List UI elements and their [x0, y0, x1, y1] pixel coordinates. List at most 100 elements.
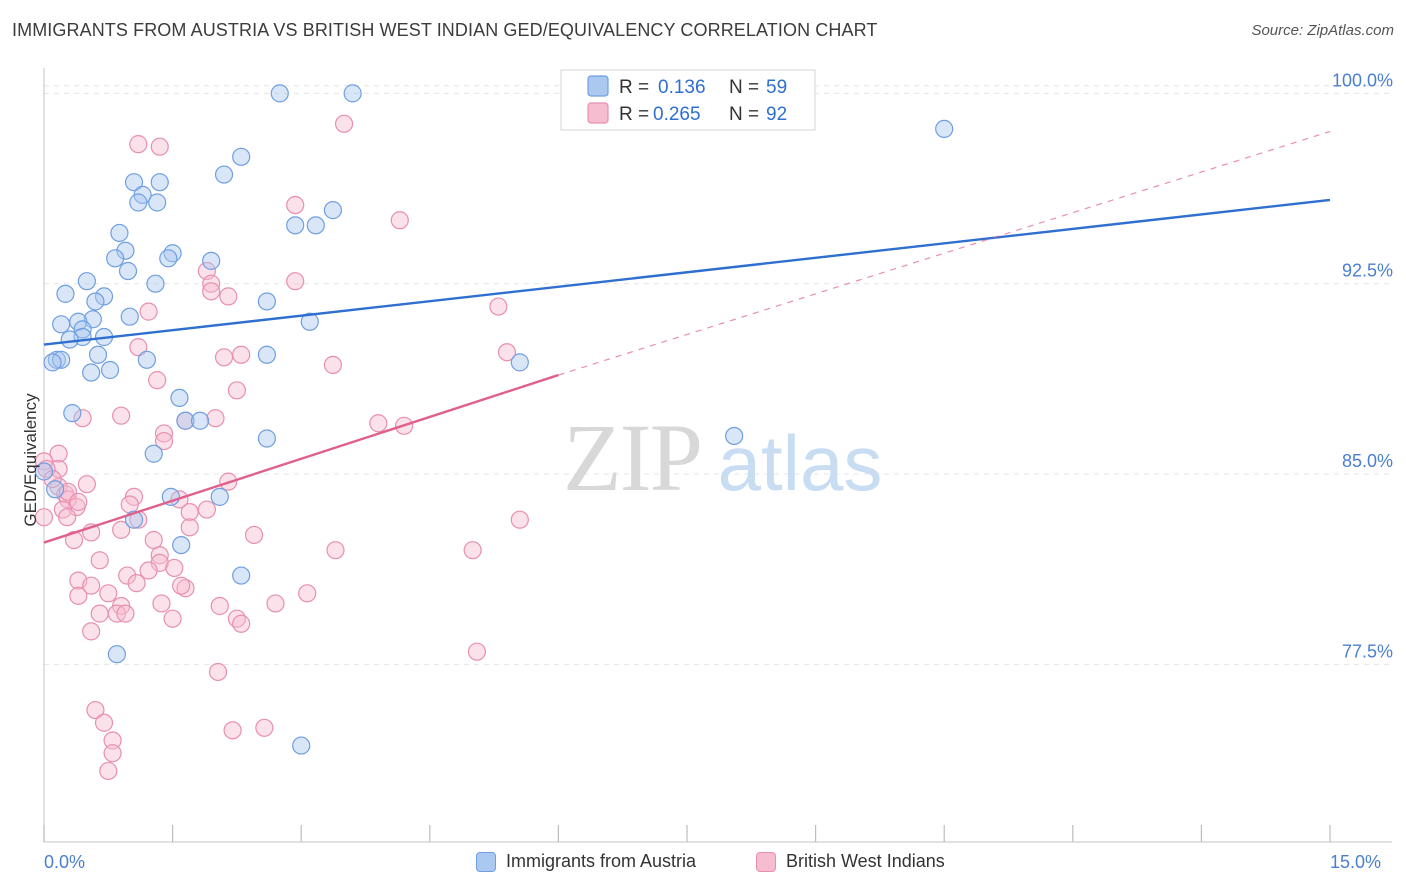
- data-point: [489, 297, 508, 316]
- data-point: [257, 292, 277, 311]
- data-point: [152, 594, 171, 613]
- data-point: [286, 195, 305, 215]
- data-point: [120, 495, 139, 514]
- data-point: [154, 431, 174, 451]
- data-point: [298, 584, 317, 603]
- data-point: [112, 406, 131, 425]
- data-point: [467, 642, 487, 661]
- data-point: [94, 287, 114, 306]
- data-point: [86, 292, 105, 311]
- legend-r-label-blue: R =: [619, 77, 649, 98]
- data-point: [58, 508, 77, 527]
- data-point: [270, 84, 289, 103]
- data-point: [90, 604, 109, 623]
- data-point: [214, 348, 234, 367]
- data-point: [86, 700, 105, 720]
- legend-r-value-blue: 0.136: [658, 77, 706, 98]
- x-tick-label-max: 15.0%: [1330, 852, 1382, 872]
- data-point: [165, 558, 184, 578]
- data-point: [255, 718, 274, 737]
- data-point: [120, 307, 139, 326]
- legend-n-value-blue: 59: [766, 77, 787, 98]
- data-point: [210, 487, 229, 506]
- y-tick-label: 92.5%: [1342, 261, 1393, 281]
- data-point: [69, 586, 88, 605]
- data-point: [139, 302, 158, 321]
- data-point: [286, 216, 305, 235]
- data-point: [180, 518, 199, 537]
- data-point: [210, 596, 229, 616]
- data-point: [148, 371, 167, 390]
- data-point: [82, 576, 101, 595]
- data-point: [214, 165, 234, 184]
- data-point: [56, 284, 75, 303]
- data-point: [300, 312, 319, 331]
- legend-top: R = 0.136 N = 59 R = 0.265 N = 92: [560, 69, 816, 131]
- data-point: [306, 216, 325, 235]
- legend-r-value-pink: 0.265: [653, 104, 701, 125]
- data-point: [37, 459, 56, 479]
- data-point: [129, 135, 148, 154]
- data-point: [223, 721, 242, 740]
- y-tick-label: 85.0%: [1342, 451, 1393, 471]
- data-point: [94, 713, 114, 732]
- data-point: [323, 355, 343, 375]
- data-point: [208, 662, 228, 682]
- watermark: ZIP atlas: [563, 404, 882, 511]
- legend-item-austria[interactable]: Immigrants from Austria: [476, 851, 696, 872]
- data-point: [106, 249, 125, 268]
- data-point: [219, 287, 238, 306]
- data-point: [144, 530, 163, 550]
- data-point: [43, 353, 62, 372]
- data-point: [73, 409, 92, 428]
- data-point: [176, 411, 195, 430]
- data-point: [323, 201, 343, 220]
- trend-line-austria: [43, 198, 1331, 346]
- data-point: [112, 520, 131, 539]
- legend-item-british-west-indians[interactable]: British West Indians: [756, 851, 945, 872]
- y-tick-label: 77.5%: [1342, 641, 1393, 661]
- data-point: [257, 345, 277, 364]
- data-point: [510, 353, 529, 372]
- data-point: [137, 350, 156, 369]
- data-point: [232, 345, 251, 364]
- data-point: [159, 249, 178, 268]
- trend-line-british-west-indians: [43, 373, 559, 544]
- data-point: [34, 508, 54, 527]
- trend-line-extension-british-west-indians: [558, 130, 1331, 376]
- data-point: [202, 282, 221, 301]
- legend-swatch-pink: [587, 102, 609, 124]
- axes: [43, 68, 1392, 843]
- data-point: [129, 338, 148, 357]
- data-point: [244, 525, 264, 545]
- data-point: [497, 343, 517, 362]
- data-point: [46, 480, 65, 499]
- data-point: [100, 360, 120, 380]
- data-point: [232, 566, 251, 585]
- data-point: [129, 193, 148, 212]
- y-axis-label: GED/Equivalency: [21, 393, 40, 527]
- data-point: [150, 546, 169, 565]
- trend-lines: [43, 130, 1331, 544]
- data-point: [63, 404, 82, 423]
- data-point: [118, 261, 138, 281]
- data-point: [150, 137, 169, 156]
- legend-n-value-pink: 92: [766, 104, 787, 125]
- data-point: [463, 541, 482, 560]
- data-point: [390, 211, 409, 230]
- legend-label-british-west-indians: British West Indians: [786, 851, 945, 871]
- data-point: [232, 614, 251, 633]
- data-point: [227, 381, 246, 400]
- data-point: [286, 272, 305, 291]
- legend-n-label-pink: N =: [729, 104, 759, 125]
- series-immigrants-from-austria: [34, 84, 954, 755]
- data-point: [127, 574, 146, 593]
- data-point: [144, 444, 163, 463]
- legend-n-label-blue: N =: [729, 77, 759, 98]
- data-point: [116, 604, 135, 623]
- data-point: [232, 147, 251, 166]
- data-point: [34, 462, 54, 481]
- legend-swatch-british-west-indians: [756, 851, 776, 872]
- data-point: [170, 388, 189, 408]
